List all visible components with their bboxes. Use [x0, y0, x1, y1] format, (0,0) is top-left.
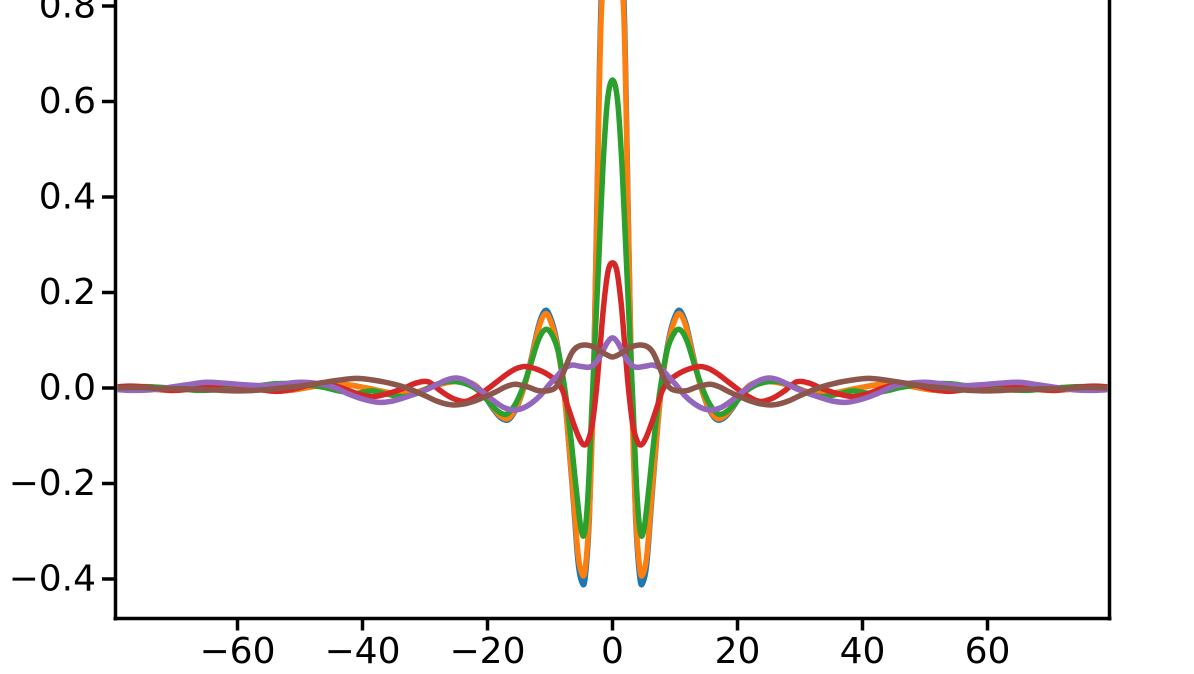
y-tick-label-0.6: 0.6	[39, 81, 96, 122]
y-tick-label-0: 0.0	[39, 368, 96, 409]
series-line-C3-red	[117, 260, 1108, 448]
x-tick-label-40: 40	[840, 631, 886, 672]
x-tick-label-20: 20	[715, 631, 761, 672]
series-line-C5-brown	[117, 342, 1108, 408]
y-tick-label-0.8: 0.8	[39, 0, 96, 27]
y-tick-label-0.4: 0.4	[39, 177, 96, 218]
x-tick-label--40: −40	[325, 631, 401, 672]
y-tick-label--0.4: −0.4	[9, 559, 96, 600]
x-tick-label-0: 0	[601, 631, 624, 672]
x-tick-label--20: −20	[450, 631, 526, 672]
y-tick-label-0.2: 0.2	[39, 272, 96, 313]
series-line-C1-orange	[117, 0, 1108, 579]
x-tick-label-60: 60	[965, 631, 1011, 672]
x-tick-label--60: −60	[200, 631, 276, 672]
series-line-C2-green	[117, 77, 1108, 539]
series-line-C4-purple	[117, 335, 1108, 413]
series-line-C0-blue	[117, 0, 1108, 588]
y-tick-label--0.2: −0.2	[9, 463, 96, 504]
